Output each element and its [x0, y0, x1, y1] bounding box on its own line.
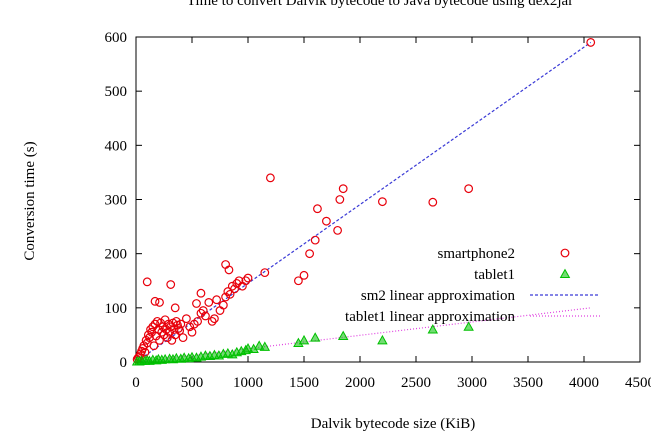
y-tick-label: 0	[120, 355, 128, 371]
x-tick-label: 3500	[513, 375, 543, 391]
smartphone2-point	[193, 316, 203, 326]
smartphone2-point	[232, 279, 242, 288]
smartphone2-point	[176, 319, 186, 329]
smartphone2-point	[221, 292, 231, 302]
smartphone2-point	[322, 216, 331, 226]
smartphone2-point	[241, 276, 251, 286]
tablet1-point	[298, 334, 310, 345]
smartphone2-point	[142, 277, 152, 287]
smartphone2-point	[428, 197, 438, 207]
sm2-fit-line	[135, 41, 592, 363]
x-tick-label: 3000	[457, 375, 487, 391]
smartphone2-point	[164, 319, 173, 329]
smartphone2-point	[338, 184, 348, 194]
tablet1-fit-line	[135, 307, 591, 363]
smartphone2-point	[181, 314, 191, 324]
data-markers	[131, 38, 596, 366]
smartphone2-point	[148, 322, 158, 332]
smartphone2-point	[165, 327, 175, 337]
fit-lines	[135, 41, 592, 363]
smartphone2-point	[310, 235, 320, 245]
smartphone2-point	[227, 281, 237, 291]
smartphone2-point	[218, 300, 228, 310]
smartphone2-point	[243, 273, 253, 283]
tablet1-point	[377, 334, 388, 345]
smartphone2-point	[294, 276, 303, 286]
smartphone2-point	[192, 299, 201, 308]
smartphone2-point	[166, 280, 176, 289]
smartphone2-point	[586, 38, 596, 47]
tablet1-point	[259, 341, 271, 351]
y-tick-label: 200	[105, 247, 128, 263]
x-tick-label: 1000	[233, 375, 263, 391]
smartphone2-point	[230, 284, 239, 294]
smartphone2-point	[378, 197, 387, 207]
y-tick-label: 100	[105, 301, 128, 317]
smartphone2-point	[207, 316, 217, 326]
smartphone2-point	[224, 265, 234, 275]
x-axis-label: Dalvik bytecode size (KiB)	[311, 416, 476, 432]
x-tick-label: 1500	[289, 375, 319, 391]
x-tick-label: 0	[132, 375, 140, 391]
legend-label: tablet1	[474, 267, 515, 283]
smartphone2-point	[162, 333, 172, 343]
legend-marker	[559, 268, 571, 279]
y-axis-label: Conversion time (s)	[22, 141, 38, 260]
smartphone2-point	[204, 298, 214, 307]
smartphone2-point	[201, 311, 210, 321]
smartphone2-point	[464, 184, 474, 194]
smartphone2-point	[187, 327, 197, 337]
y-tick-label: 500	[105, 84, 128, 100]
tablet1-point	[253, 340, 265, 350]
smartphone2-point	[305, 249, 315, 259]
smartphone2-point	[170, 303, 180, 313]
x-tick-label: 4000	[569, 375, 599, 391]
y-tick-label: 300	[105, 193, 128, 209]
smartphone2-point	[209, 314, 219, 324]
smartphone2-point	[175, 326, 185, 335]
smartphone2-point	[196, 288, 206, 298]
smartphone2-point	[149, 341, 159, 351]
tablet1-point	[337, 330, 349, 341]
smartphone2-point	[196, 308, 206, 318]
y-tick-label: 600	[105, 30, 128, 46]
legend-label: tablet1 linear approximation	[345, 309, 515, 325]
smartphone2-point	[198, 306, 208, 315]
legend-marker	[560, 248, 570, 258]
tablet1-point	[463, 321, 474, 331]
smartphone2-point	[266, 173, 275, 183]
legend-label: sm2 linear approximation	[361, 288, 516, 304]
x-tick-label: 500	[181, 375, 204, 391]
x-tick-label: 2500	[401, 375, 431, 391]
smartphone2-point	[299, 270, 309, 280]
legend-label: smartphone2	[438, 246, 515, 262]
smartphone2-point	[335, 195, 345, 204]
chart-title: Time to convert Dalvik bytecode to Java …	[187, 0, 573, 9]
smartphone2-point	[155, 335, 164, 345]
smartphone2-point	[225, 289, 235, 299]
legend: smartphone2 tablet1 sm2 linear approximati…	[345, 246, 600, 325]
x-tick-label: 2000	[345, 375, 375, 391]
tablet1-point	[427, 324, 439, 334]
y-tick-label: 400	[105, 138, 128, 154]
smartphone2-point	[185, 322, 195, 332]
smartphone2-point	[212, 295, 222, 305]
smartphone2-point	[313, 204, 322, 214]
tablet1-point	[309, 332, 321, 342]
smartphone2-point	[155, 298, 164, 307]
smartphone2-point	[150, 296, 160, 306]
smartphone2-point	[333, 225, 343, 235]
smartphone2-point	[260, 268, 270, 278]
smartphone2-point	[178, 333, 188, 343]
